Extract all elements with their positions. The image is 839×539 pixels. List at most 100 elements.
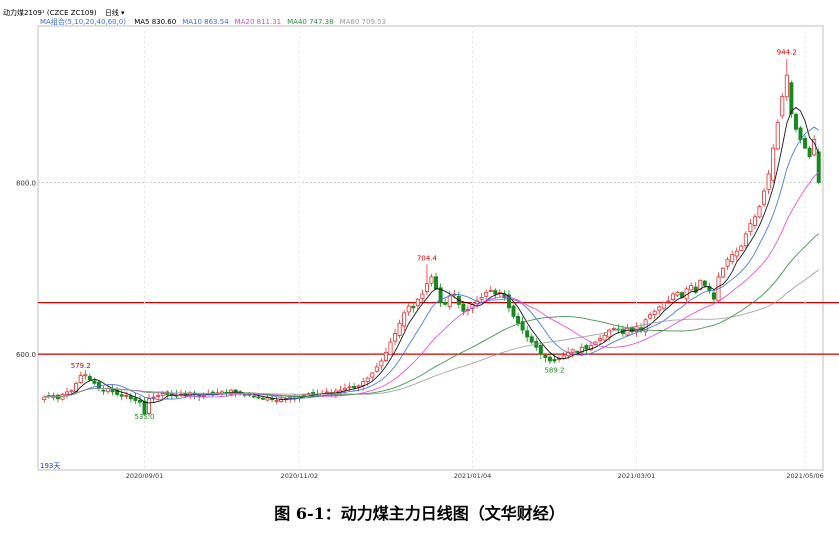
candle-up [279,399,284,402]
days-label: 193天 [40,462,60,470]
candle-up [388,341,393,355]
candle-up [379,360,384,367]
candle-up [274,400,279,402]
candle-up [370,372,375,378]
extreme-label: 589.2 [544,366,564,374]
x-tick-label: 2021/01/04 [454,472,491,478]
candle-down [693,286,698,293]
candle-up [397,322,402,336]
candle-up [424,283,429,292]
candle-up [739,245,744,251]
ma-legend-item: MA40 747.38 [287,18,334,26]
candle-up [160,393,165,396]
candle-down [438,287,443,304]
candle-up [561,355,566,359]
candle-up [661,302,666,309]
candle-down [142,400,147,415]
candle-up [670,293,675,300]
candle-up [734,250,739,257]
extreme-label: 704.4 [417,255,438,263]
candle-up [151,396,156,399]
candle-up [479,297,484,300]
candle-up [725,259,730,267]
candle-up [611,327,616,330]
candle-down [256,396,261,399]
ma-combo-label[interactable]: MA组合(5,10,20,40,60,0) [40,18,126,26]
symbol-header[interactable]: 动力煤2109¹ (CZCE ZC109) 日线 ▾ [3,8,125,18]
candle-up [570,349,575,353]
candle-down [128,395,133,400]
candle-up [429,276,434,284]
y-tick-label: 800.0 [16,179,36,187]
candle-down [543,354,548,358]
candle-up [675,291,680,296]
y-tick-label: 600.0 [16,351,36,359]
candle-down [461,303,466,312]
x-tick-label: 2021/05/06 [786,472,823,478]
extreme-label: 535.0 [134,413,154,421]
ma5-line [44,106,820,404]
candle-down [270,398,275,401]
candle-down [119,394,124,397]
candle-down [411,305,416,309]
candle-up [721,267,726,278]
candle-down [443,302,448,305]
candle-down [584,345,589,350]
candle-up [393,333,398,342]
chevron-down-icon[interactable]: ▾ [121,9,125,17]
candle-up [124,394,129,397]
candle-down [87,375,92,381]
candle-up [420,293,425,299]
chart-frame: 600.0 800.0 2020/09/01 2020/11/02 2021/01/04… [16,25,839,480]
candle-down [133,397,138,401]
candle-up [69,389,74,392]
candle-up [342,388,347,391]
candle-up [361,381,366,386]
candle-up [65,391,70,396]
candle-down [506,294,511,309]
candle-down [816,151,821,183]
candle-up [657,306,662,311]
extreme-label: 944.2 [777,49,797,57]
candle-up [757,206,762,218]
x-tick-label: 2021/03/01 [618,472,655,478]
candle-up [265,397,270,401]
candle-down [520,321,525,331]
candle-up [42,396,47,401]
candle-up [762,190,767,205]
candle-down [96,381,101,389]
candle-down [538,345,543,355]
candle-up [402,312,407,327]
candle-down [629,327,634,333]
candle-down [793,113,798,130]
ma60-line [44,269,819,398]
candle-up [689,285,694,291]
candle-up [201,394,206,397]
ma-legend: MA组合(5,10,20,40,60,0) MA5 830.60 MA10 863… [40,17,386,27]
candle-up [743,233,748,247]
candle-down [434,276,439,290]
candle-down [352,385,357,389]
candle-up [748,223,753,232]
extreme-label: 579.2 [71,362,91,370]
symbol-label: 动力煤2109¹ (CZCE ZC109) [3,9,97,17]
candle-down [807,147,812,158]
candle-up [365,377,370,383]
ma20-line [44,172,819,398]
candle-down [101,389,106,392]
candle-down [702,280,707,286]
period-label[interactable]: 日线 [104,9,119,17]
candle-up [625,327,630,336]
candle-up [156,394,161,397]
candle-up [406,305,411,313]
candle-up [652,310,657,315]
candle-up [752,216,757,226]
candle-up [666,300,671,303]
candle-up [730,254,735,262]
candle-down [92,380,97,384]
candle-up [607,329,612,338]
candle-up [602,334,607,341]
ma-legend-item: MA10 863.54 [182,18,229,26]
candle-up [83,374,88,377]
plot-frame [37,25,824,471]
